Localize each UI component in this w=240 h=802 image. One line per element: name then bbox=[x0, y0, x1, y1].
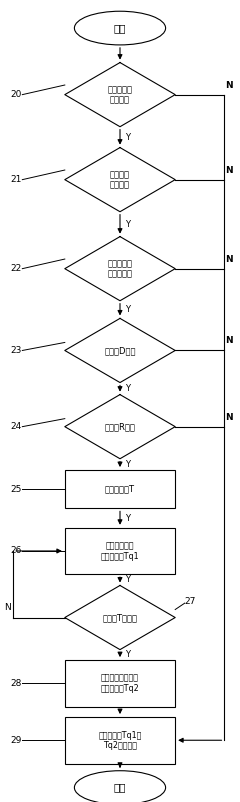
Polygon shape bbox=[65, 395, 175, 459]
Bar bbox=[65, 528, 175, 574]
Text: N: N bbox=[226, 80, 233, 90]
Text: Y: Y bbox=[125, 513, 130, 523]
Polygon shape bbox=[65, 148, 175, 212]
Bar bbox=[65, 470, 175, 508]
Text: 电机转速小
于一定值否: 电机转速小 于一定值否 bbox=[108, 259, 132, 278]
Text: Y: Y bbox=[125, 305, 130, 314]
Text: 22: 22 bbox=[11, 264, 22, 273]
Text: Y: Y bbox=[125, 220, 130, 229]
Text: Y: Y bbox=[125, 460, 130, 469]
Polygon shape bbox=[65, 318, 175, 383]
Text: N: N bbox=[226, 412, 233, 422]
Text: 28: 28 bbox=[11, 678, 22, 688]
Text: 29: 29 bbox=[11, 735, 22, 745]
Text: 开始: 开始 bbox=[114, 23, 126, 33]
Text: 计时器T完毕否: 计时器T完毕否 bbox=[102, 613, 138, 622]
Text: Y: Y bbox=[125, 384, 130, 393]
Text: N: N bbox=[226, 165, 233, 175]
Text: 电驱系统准
备就绪否: 电驱系统准 备就绪否 bbox=[108, 85, 132, 104]
Text: 启动定时器T: 启动定时器T bbox=[105, 484, 135, 494]
Ellipse shape bbox=[74, 11, 166, 45]
Text: 25: 25 bbox=[11, 484, 22, 494]
Text: 21: 21 bbox=[11, 175, 22, 184]
Text: 23: 23 bbox=[11, 346, 22, 355]
Text: 当前为D档否: 当前为D档否 bbox=[104, 346, 136, 355]
Text: 车速小于
一定值否: 车速小于 一定值否 bbox=[110, 170, 130, 189]
Text: 24: 24 bbox=[11, 422, 22, 431]
Polygon shape bbox=[65, 237, 175, 301]
Text: 27: 27 bbox=[185, 597, 196, 606]
Text: Y: Y bbox=[125, 650, 130, 659]
Bar bbox=[65, 717, 175, 764]
Text: 当前为R档否: 当前为R档否 bbox=[105, 422, 135, 431]
Text: 基于油踩蹏板，计
算需求扭矩Tq2: 基于油踩蹏板，计 算需求扭矩Tq2 bbox=[101, 674, 139, 693]
Ellipse shape bbox=[74, 771, 166, 802]
Polygon shape bbox=[65, 63, 175, 127]
Text: N: N bbox=[226, 254, 233, 264]
Text: N: N bbox=[226, 336, 233, 346]
Text: N: N bbox=[4, 603, 11, 613]
Bar bbox=[65, 660, 175, 707]
Polygon shape bbox=[65, 585, 175, 650]
Text: 20: 20 bbox=[11, 90, 22, 99]
Text: Y: Y bbox=[125, 575, 130, 585]
Text: Y: Y bbox=[125, 132, 130, 142]
Text: 输出扭矩为Tq1和
Tq2中较小者: 输出扭矩为Tq1和 Tq2中较小者 bbox=[98, 731, 142, 750]
Text: 26: 26 bbox=[11, 546, 22, 556]
Text: 基于转速，计
算需求扭矩Tq1: 基于转速，计 算需求扭矩Tq1 bbox=[101, 541, 139, 561]
Text: 结束: 结束 bbox=[114, 783, 126, 792]
